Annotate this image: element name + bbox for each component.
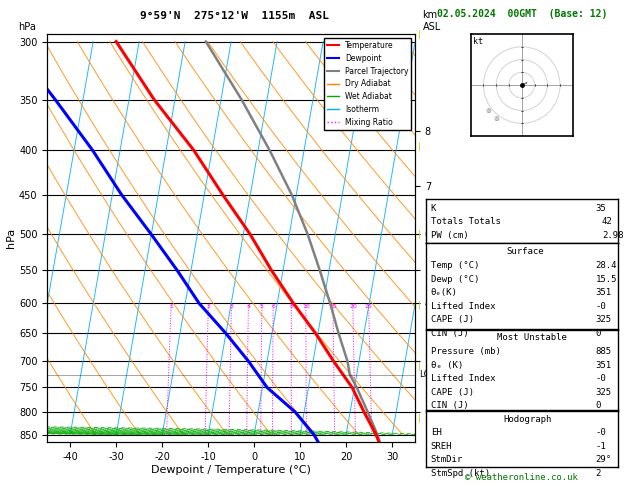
Text: 6: 6 [271,304,275,310]
Y-axis label: hPa: hPa [6,228,16,248]
Text: 325: 325 [596,315,612,325]
Text: θₑ (K): θₑ (K) [431,361,463,370]
Text: 02.05.2024  00GMT  (Base: 12): 02.05.2024 00GMT (Base: 12) [437,9,607,19]
Text: Hodograph: Hodograph [503,415,551,424]
Text: θₑ(K): θₑ(K) [431,288,458,297]
Text: 15: 15 [329,304,337,310]
Text: 4: 4 [247,304,250,310]
Text: 2: 2 [206,304,210,310]
Text: |: | [418,301,421,310]
Text: -0: -0 [596,374,606,383]
Text: 0: 0 [596,401,601,411]
Text: 1: 1 [169,304,173,310]
Text: Temp (°C): Temp (°C) [431,261,479,270]
Text: |: | [418,30,421,38]
Text: Surface: Surface [506,247,543,257]
Text: -1: -1 [596,442,606,451]
Text: 29°: 29° [596,455,612,465]
Text: Lifted Index: Lifted Index [431,374,496,383]
Text: EH: EH [431,428,442,437]
Text: PW (cm): PW (cm) [431,231,469,240]
Text: SREH: SREH [431,442,452,451]
Text: |: | [418,414,421,423]
Text: 25: 25 [365,304,373,310]
Text: 351: 351 [596,288,612,297]
Text: $\circledcirc$: $\circledcirc$ [485,106,493,115]
Text: hPa: hPa [18,22,36,32]
Text: 15.5: 15.5 [596,275,617,284]
Text: CAPE (J): CAPE (J) [431,315,474,325]
Text: |: | [418,230,421,239]
Text: 2: 2 [596,469,601,478]
Text: -0: -0 [596,302,606,311]
Text: |: | [418,362,421,371]
Text: CIN (J): CIN (J) [431,401,469,411]
Text: 20: 20 [349,304,357,310]
Text: 5: 5 [260,304,264,310]
Text: 351: 351 [596,361,612,370]
Text: 42: 42 [602,217,613,226]
Text: |: | [418,142,421,151]
Text: K: K [431,204,437,213]
Text: StmSpd (kt): StmSpd (kt) [431,469,490,478]
Text: kt: kt [473,37,483,46]
Text: Most Unstable: Most Unstable [497,333,567,343]
Text: LCL: LCL [419,370,434,379]
Text: 10: 10 [302,304,309,310]
Text: 8: 8 [289,304,293,310]
Legend: Temperature, Dewpoint, Parcel Trajectory, Dry Adiabat, Wet Adiabat, Isotherm, Mi: Temperature, Dewpoint, Parcel Trajectory… [324,38,411,130]
Text: CAPE (J): CAPE (J) [431,388,474,397]
Text: CIN (J): CIN (J) [431,329,469,338]
Y-axis label: Mixing Ratio (g/kg): Mixing Ratio (g/kg) [473,198,482,278]
Text: 885: 885 [596,347,612,356]
Text: -0: -0 [596,428,606,437]
Text: 3: 3 [230,304,233,310]
Text: 325: 325 [596,388,612,397]
Text: Lifted Index: Lifted Index [431,302,496,311]
Text: Dewp (°C): Dewp (°C) [431,275,479,284]
X-axis label: Dewpoint / Temperature (°C): Dewpoint / Temperature (°C) [151,465,311,475]
Text: $\circledcirc$: $\circledcirc$ [493,114,500,123]
Text: 0: 0 [596,329,601,338]
Text: 9°59'N  275°12'W  1155m  ASL: 9°59'N 275°12'W 1155m ASL [140,12,329,21]
Text: 35: 35 [596,204,606,213]
Text: Totals Totals: Totals Totals [431,217,501,226]
Text: 2.98: 2.98 [602,231,623,240]
Text: © weatheronline.co.uk: © weatheronline.co.uk [465,473,578,482]
Text: km
ASL: km ASL [423,10,441,32]
Text: StmDir: StmDir [431,455,463,465]
Text: 28.4: 28.4 [596,261,617,270]
Text: Pressure (mb): Pressure (mb) [431,347,501,356]
